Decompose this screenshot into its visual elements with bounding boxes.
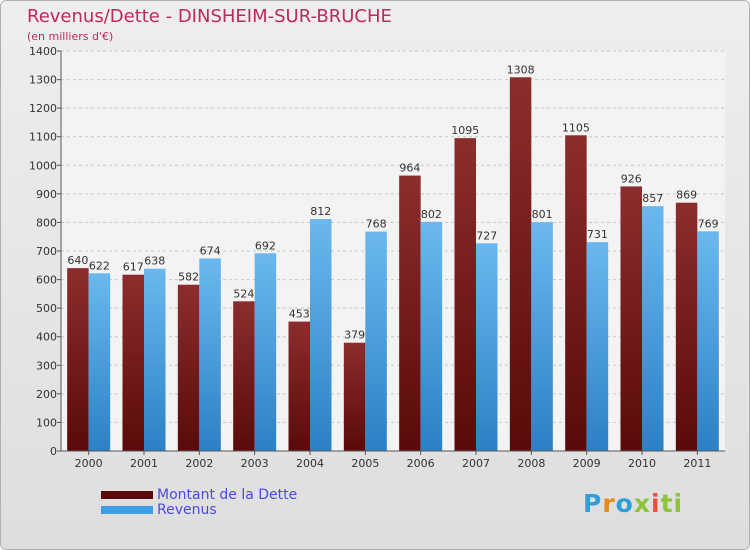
data-label-revenue: 692 (255, 239, 276, 252)
data-label-revenue: 731 (587, 228, 608, 241)
bar-debt (454, 138, 476, 451)
logo-letter: i (651, 489, 661, 518)
legend-swatch-revenue (101, 505, 153, 514)
bar-debt (399, 175, 421, 452)
bar-revenue (420, 221, 443, 451)
y-tick-label: 500 (36, 302, 57, 315)
data-label-debt: 1308 (507, 63, 535, 76)
chart-subtitle: (en milliers d'€) (27, 30, 114, 43)
y-tick-label: 1200 (29, 102, 57, 115)
data-label-revenue: 812 (310, 205, 331, 218)
y-tick-label: 1100 (29, 131, 57, 144)
chart-title: Revenus/Dette - DINSHEIM-SUR-BRUCHE (27, 6, 392, 27)
data-label-debt: 617 (123, 261, 144, 274)
y-tick-label: 1000 (29, 159, 57, 172)
data-label-revenue: 857 (642, 192, 663, 205)
data-label-debt: 926 (621, 172, 642, 185)
data-label-revenue: 622 (89, 259, 110, 272)
bar-revenue (531, 222, 553, 451)
bar-revenue (476, 243, 498, 451)
x-tick-label: 2000 (75, 457, 103, 470)
bar-revenue (586, 242, 609, 451)
bar-debt (565, 135, 587, 452)
bar-debt (67, 268, 89, 451)
bar-debt (343, 342, 366, 451)
data-label-revenue: 802 (421, 208, 442, 221)
data-label-debt: 964 (399, 162, 420, 175)
legend-label-debt: Montant de la Dette (157, 486, 298, 503)
x-tick-label: 2006 (407, 457, 435, 470)
bar-debt (233, 301, 255, 451)
data-label-debt: 640 (67, 254, 88, 267)
y-tick-label: 300 (36, 359, 57, 372)
x-tick-label: 2002 (185, 457, 213, 470)
y-tick-label: 100 (36, 416, 57, 429)
bar-revenue (144, 268, 166, 451)
bar-revenue (697, 231, 719, 451)
bar-debt (620, 186, 642, 451)
y-tick-label: 200 (36, 388, 57, 401)
x-tick-label: 2001 (130, 457, 158, 470)
logo-letter: ti (660, 489, 684, 518)
logo-letter: r (602, 489, 616, 518)
legend: Montant de la Dette Revenus (101, 486, 298, 518)
logo-letter: o (615, 489, 634, 518)
y-tick-label: 900 (36, 188, 57, 201)
data-label-debt: 1095 (451, 124, 479, 137)
bar-revenue (365, 231, 387, 451)
data-label-debt: 453 (289, 308, 310, 321)
y-tick-label: 1400 (29, 45, 57, 58)
bar-revenue (310, 219, 332, 451)
bar-debt (675, 202, 698, 451)
data-label-debt: 379 (344, 329, 365, 342)
x-tick-label: 2010 (628, 457, 656, 470)
bar-debt (122, 274, 144, 451)
y-tick-label: 800 (36, 216, 57, 229)
proxiti-logo: Proxiti (583, 489, 683, 518)
data-label-revenue: 727 (476, 229, 497, 242)
bar-revenue (88, 273, 111, 451)
legend-item-revenue: Revenus (101, 501, 297, 518)
data-label-revenue: 768 (366, 218, 387, 231)
y-tick-label: 600 (36, 274, 57, 287)
data-label-debt: 869 (676, 189, 697, 202)
bar-revenue (254, 253, 277, 451)
x-tick-label: 2005 (351, 457, 379, 470)
data-label-revenue: 638 (144, 255, 165, 268)
data-label-debt: 524 (233, 287, 254, 300)
legend-item-debt: Montant de la Dette (101, 486, 298, 503)
data-label-debt: 1105 (562, 121, 590, 134)
y-tick-label: 0 (50, 445, 57, 458)
y-tick-label: 1300 (29, 74, 57, 87)
bar-debt (509, 77, 532, 452)
data-label-revenue: 801 (532, 208, 553, 221)
x-tick-label: 2004 (296, 457, 324, 470)
x-tick-label: 2011 (683, 457, 711, 470)
y-tick-label: 400 (36, 331, 57, 344)
y-tick-label: 700 (36, 245, 57, 258)
bar-revenue (199, 258, 221, 451)
data-label-revenue: 674 (200, 244, 221, 257)
bar-revenue (642, 206, 664, 451)
data-label-debt: 582 (178, 271, 199, 284)
x-tick-label: 2003 (241, 457, 269, 470)
x-tick-label: 2009 (573, 457, 601, 470)
bar-debt (288, 321, 310, 451)
legend-swatch-debt (101, 490, 153, 499)
logo-letter: P (583, 489, 603, 518)
x-tick-label: 2008 (517, 457, 545, 470)
legend-label-revenue: Revenus (157, 501, 217, 518)
bar-debt (177, 284, 200, 451)
x-tick-label: 2007 (462, 457, 490, 470)
data-label-revenue: 769 (698, 217, 719, 230)
logo-letter: x (633, 489, 651, 518)
